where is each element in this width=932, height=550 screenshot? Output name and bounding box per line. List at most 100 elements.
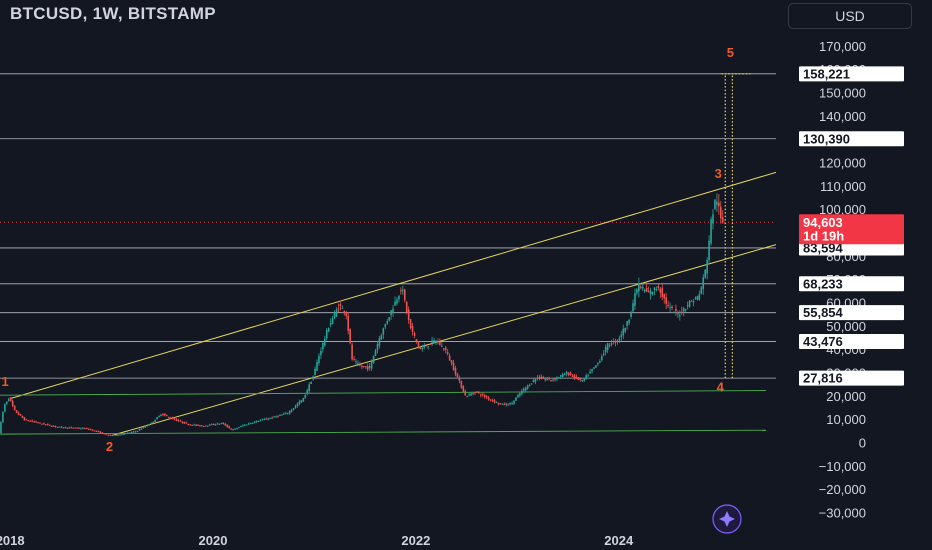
candle — [431, 340, 433, 343]
candle — [339, 304, 342, 306]
candle — [56, 426, 59, 428]
candle — [84, 428, 86, 430]
candle — [224, 423, 227, 426]
candle — [126, 432, 129, 434]
candle — [630, 312, 632, 317]
candle — [113, 434, 115, 436]
candle — [634, 293, 636, 306]
candle — [318, 355, 320, 364]
candle — [513, 400, 515, 404]
candle — [203, 425, 205, 427]
candle — [206, 425, 209, 427]
candle — [197, 424, 199, 426]
candle — [390, 310, 392, 315]
candle — [372, 355, 375, 363]
candle — [636, 289, 638, 294]
candle — [185, 422, 188, 424]
candle — [581, 379, 584, 381]
candle — [526, 385, 529, 389]
currency-button[interactable]: USD — [788, 3, 912, 29]
candle — [347, 315, 350, 331]
candle — [419, 347, 422, 350]
candle — [89, 429, 92, 431]
candle — [677, 313, 679, 315]
candle — [162, 413, 164, 416]
price-tick-label: 150,000 — [819, 86, 866, 101]
candle — [540, 376, 543, 380]
candle — [171, 417, 174, 420]
candle — [132, 431, 135, 433]
candle — [466, 396, 468, 398]
last-price-badge — [799, 214, 904, 245]
candle — [150, 422, 152, 424]
candle — [655, 289, 658, 291]
candle — [212, 424, 215, 426]
candle — [208, 424, 211, 426]
candle — [292, 407, 295, 410]
candle — [600, 356, 603, 360]
candle — [511, 403, 513, 405]
candle — [530, 383, 533, 385]
candle — [140, 428, 143, 430]
candle — [663, 293, 666, 299]
candle — [130, 432, 133, 434]
candle — [563, 374, 566, 376]
price-badge-label: 68,233 — [803, 276, 843, 291]
candle — [439, 341, 441, 346]
candle — [450, 360, 453, 364]
candle — [52, 425, 55, 427]
time-axis[interactable]: 2018 2020 2022 2024 — [0, 533, 634, 548]
candle — [435, 341, 437, 343]
candle — [376, 344, 379, 351]
candle — [101, 432, 104, 434]
candle — [640, 286, 642, 288]
candle — [515, 397, 517, 401]
candle — [626, 321, 628, 326]
candle — [499, 403, 502, 405]
candle — [323, 338, 326, 346]
candle — [191, 424, 193, 426]
price-badge-label: 43,476 — [803, 334, 843, 349]
candle — [532, 380, 535, 383]
candle — [249, 423, 252, 425]
price-tick-label: 20,000 — [826, 389, 866, 404]
candle — [552, 379, 554, 381]
candle — [476, 391, 478, 393]
candle — [111, 435, 113, 437]
candle — [78, 427, 80, 429]
price-tick-label: −20,000 — [819, 482, 866, 497]
candle — [43, 423, 45, 425]
candle — [45, 424, 47, 426]
candle — [382, 328, 385, 335]
candle — [462, 386, 465, 392]
candle — [661, 287, 664, 297]
candle — [236, 428, 238, 430]
candle — [554, 378, 556, 380]
nav-button[interactable] — [712, 504, 742, 534]
candle — [606, 343, 609, 350]
candle — [290, 409, 293, 412]
candle — [15, 410, 18, 413]
candle — [427, 346, 429, 348]
candle — [222, 422, 225, 424]
candle — [300, 400, 303, 403]
candle — [327, 328, 330, 332]
candle — [273, 416, 275, 418]
candle — [308, 384, 310, 391]
candle — [402, 289, 404, 291]
candle — [595, 365, 597, 368]
candle — [284, 412, 287, 414]
candle — [351, 344, 353, 360]
candle — [493, 400, 496, 403]
candle — [115, 434, 117, 436]
candle — [60, 426, 63, 428]
candle — [491, 400, 494, 402]
candle — [255, 420, 258, 423]
candle — [7, 399, 10, 401]
candle — [679, 315, 681, 317]
candle — [721, 217, 724, 223]
candle — [680, 311, 683, 313]
candle — [320, 350, 322, 356]
candle — [322, 342, 324, 350]
